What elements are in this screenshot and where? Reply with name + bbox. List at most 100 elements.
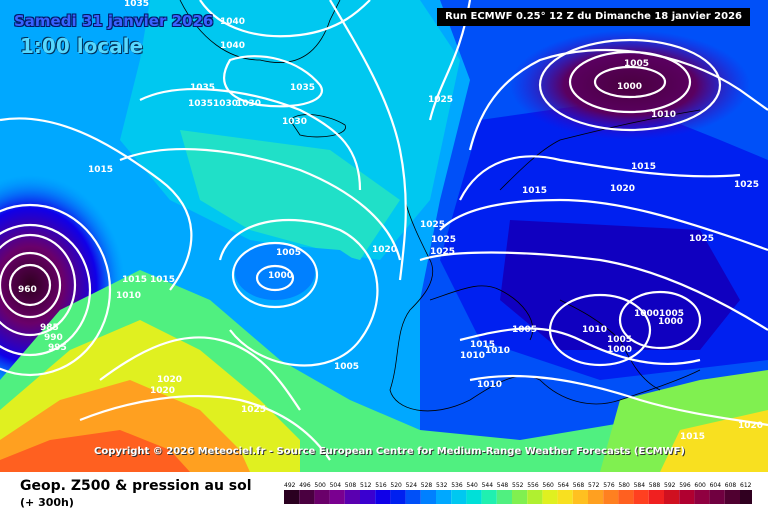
map-product-title: Geop. Z500 & pression au sol: [20, 478, 252, 494]
isobar-label: 1025: [241, 405, 266, 415]
legend-swatch: [709, 490, 725, 504]
field-low-ne: [510, 30, 750, 140]
isobar-label: 1020: [738, 421, 763, 431]
legend-swatch: [390, 490, 406, 504]
isobar-label: 1005: [512, 325, 537, 335]
isobar-label: 1025: [431, 235, 456, 245]
isobar-label: 1020: [157, 375, 182, 385]
legend-swatch: [740, 490, 752, 504]
field-low-mid: [235, 244, 315, 300]
legend-swatch: [542, 490, 558, 504]
legend-swatch: [314, 490, 330, 504]
isobar-label: 1015: [150, 275, 175, 285]
legend-swatch: [344, 490, 360, 504]
forecast-lead-time: (+ 300h): [20, 496, 74, 509]
legend-swatch: [329, 490, 345, 504]
legend-tick-label: 572: [588, 482, 600, 489]
isobar-label: 1000: [268, 271, 293, 281]
isobar-label: 1005: [334, 362, 359, 372]
legend-tick-label: 584: [634, 482, 646, 489]
isobar-label: 960: [18, 285, 37, 295]
legend-tick-label: 592: [664, 482, 676, 489]
isobar-label: 1000: [658, 317, 683, 327]
legend-tick-label: 532: [436, 482, 448, 489]
legend-tick-label: 524: [406, 482, 418, 489]
legend-tick-label: 500: [314, 482, 326, 489]
legend-swatch: [405, 490, 421, 504]
legend-tick-label: 492: [284, 482, 296, 489]
legend-tick-label: 560: [542, 482, 554, 489]
isobar-label: 1015: [88, 165, 113, 175]
legend-swatch: [481, 490, 497, 504]
isobar-label: 1010: [477, 380, 502, 390]
isobar-label: 1030: [282, 117, 307, 127]
legend-tick-label: 496: [299, 482, 311, 489]
legend-swatch: [420, 490, 436, 504]
legend-swatch: [603, 490, 619, 504]
isobar-label: 1035: [190, 83, 215, 93]
isobar-label: 1040: [220, 41, 245, 51]
weather-map: 1040 1040 1035 1035 1030 1030 1035 1030 …: [0, 0, 768, 472]
legend-swatch: [633, 490, 649, 504]
legend-tick-label: 576: [603, 482, 615, 489]
isobar-label: 1025: [420, 220, 445, 230]
isobar-label: 1015: [470, 340, 495, 350]
isobar-label: 1025: [430, 247, 455, 257]
isobar-label: 1025: [734, 180, 759, 190]
isobar-label: 995: [48, 343, 67, 353]
isobar-label: 1010: [460, 351, 485, 361]
isobar-label: 1035: [124, 0, 149, 9]
legend-tick-label: 580: [618, 482, 630, 489]
isobar-label: 1000: [634, 309, 659, 319]
legend-swatch: [618, 490, 634, 504]
isobar-label: 1005: [276, 248, 301, 258]
isobar-label: 1010: [116, 291, 141, 301]
legend-swatch: [572, 490, 588, 504]
legend-bar: [284, 490, 752, 504]
forecast-date: Samedi 31 janvier 2026: [14, 12, 214, 30]
coastlines: [179, 0, 701, 412]
legend-swatch: [648, 490, 664, 504]
legend-tick-label: 512: [360, 482, 372, 489]
legend-swatch: [466, 490, 482, 504]
isobar-label: 1005: [607, 335, 632, 345]
legend-swatch: [512, 490, 528, 504]
legend-swatch: [694, 490, 710, 504]
field-red: [0, 430, 190, 472]
legend-tick-label: 520: [390, 482, 402, 489]
legend-swatch: [664, 490, 680, 504]
isobar-label: 1010: [582, 325, 607, 335]
isobar-label: 1035: [188, 99, 213, 109]
legend-swatch: [360, 490, 376, 504]
legend-tick-label: 604: [710, 482, 722, 489]
legend-swatch: [375, 490, 391, 504]
isobar-label: 985: [40, 323, 59, 333]
isobar-label: 1020: [610, 184, 635, 194]
isobar-label: 1015: [122, 275, 147, 285]
isobar-label: 1020: [150, 386, 175, 396]
isobar-label: 1040: [220, 17, 245, 27]
legend-swatch: [284, 490, 300, 504]
copyright-notice: Copyright © 2026 Meteociel.fr - Source E…: [94, 446, 685, 457]
legend-tick-label: 540: [466, 482, 478, 489]
legend-tick-label: 568: [573, 482, 585, 489]
isobar-label: 1025: [428, 95, 453, 105]
legend-tick-label: 596: [679, 482, 691, 489]
legend-tick-label: 600: [694, 482, 706, 489]
field-teal: [180, 130, 400, 260]
isobar-label: 1010: [651, 110, 676, 120]
isobar-label: 1000: [607, 345, 632, 355]
legend-swatch: [588, 490, 604, 504]
legend-tick-label: 536: [451, 482, 463, 489]
legend-tick-label: 564: [558, 482, 570, 489]
isobar-label: 1015: [631, 162, 656, 172]
isobar-label: 1025: [689, 234, 714, 244]
isobar-label: 1010: [485, 346, 510, 356]
legend-swatch: [527, 490, 543, 504]
isobar-label: 1015: [522, 186, 547, 196]
legend-tick-label: 516: [375, 482, 387, 489]
isobar-label: 1020: [372, 245, 397, 255]
legend-swatch: [451, 490, 467, 504]
legend-swatch: [496, 490, 512, 504]
run-info: Run ECMWF 0.25° 12 Z du Dimanche 18 janv…: [437, 8, 750, 26]
